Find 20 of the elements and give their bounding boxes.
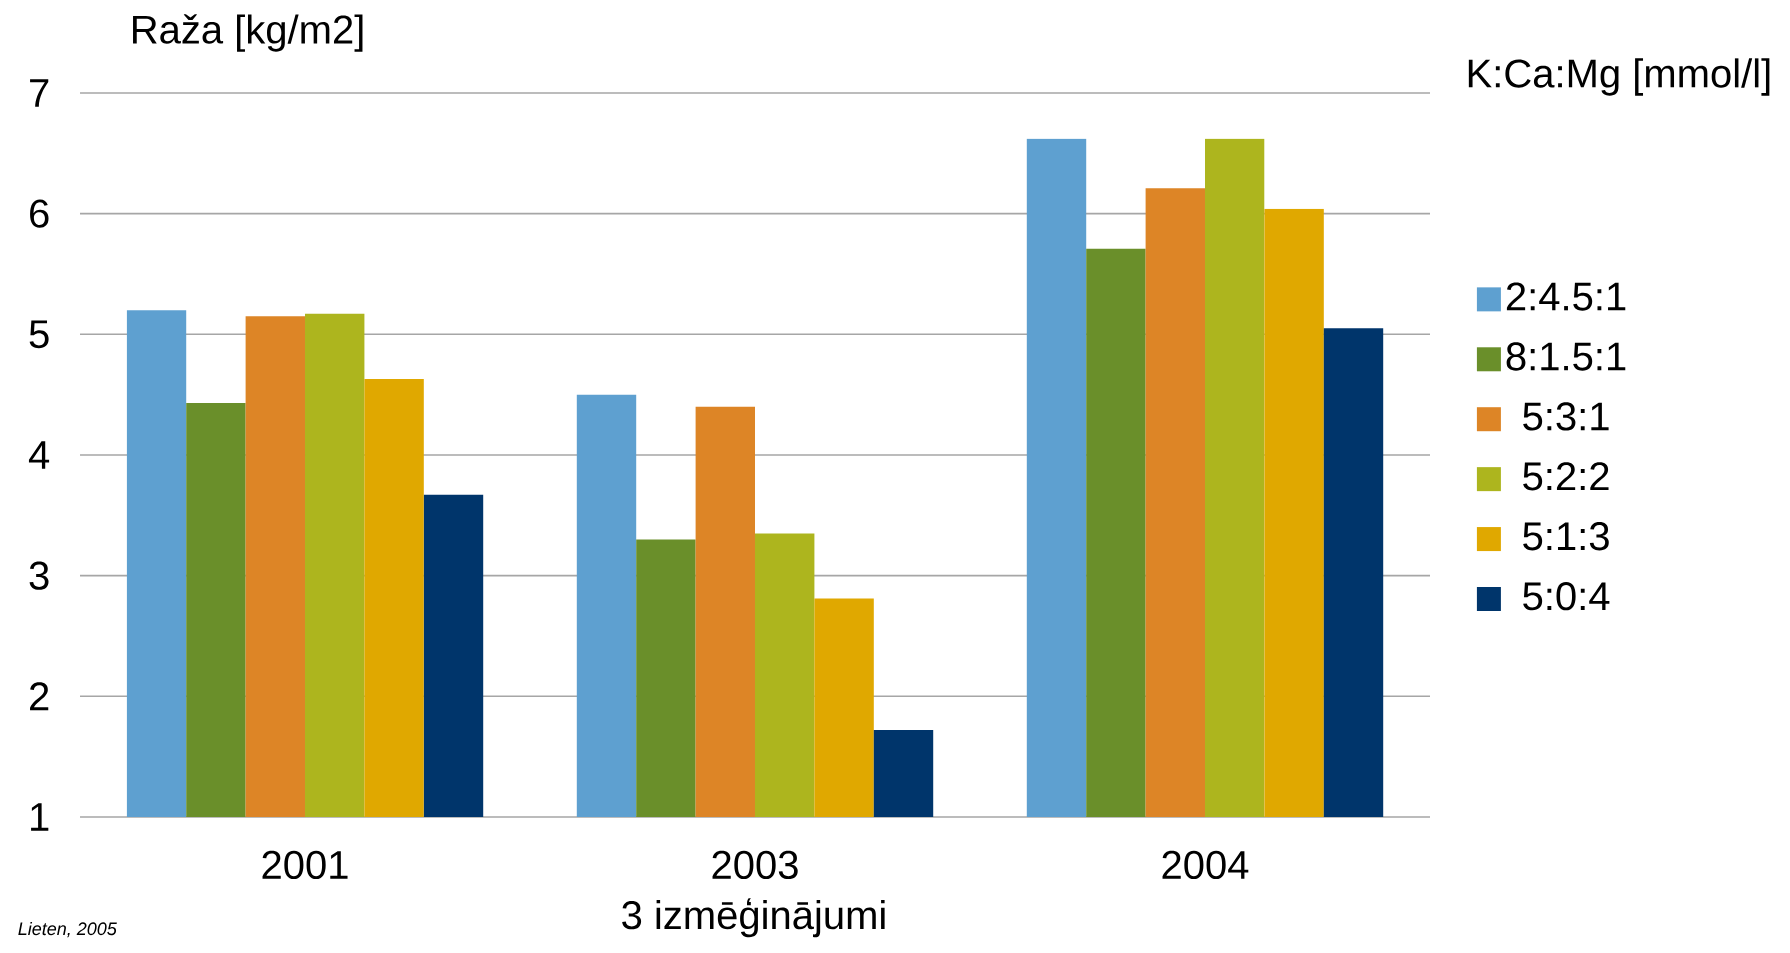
y-tick-label: 7 [30, 79, 49, 107]
x-axis-title: 3 izmēģinājumi [622, 898, 885, 938]
y-tick-label: 1 [31, 803, 49, 831]
legend-label: 8:1.5:1 [1506, 342, 1626, 371]
y-tick-label: 5 [29, 320, 49, 349]
text: Lieten, 2005 [18, 921, 117, 938]
legend-label: 5:3:1 [1523, 402, 1609, 431]
legend-title: K:Ca:Mg [mmol/l] [1468, 58, 1770, 96]
y-tick-label: 6 [30, 199, 49, 228]
y-tick-label: 3 [29, 561, 49, 590]
y-axis-title: Raža [kg/m2] [133, 14, 363, 52]
x-tick-label: 2003 [712, 850, 798, 880]
y-tick-label: 4 [28, 441, 50, 469]
legend-label: 5:0:4 [1523, 582, 1610, 611]
x-tick-label: 2004 [1162, 850, 1249, 880]
y-tick-label: 2 [30, 682, 49, 711]
x-tick-label: 2001 [262, 850, 348, 880]
legend-label: 2:4.5:1 [1506, 282, 1626, 311]
legend-label: 5:1:3 [1523, 522, 1609, 551]
legend-label: 5:2:2 [1523, 462, 1609, 491]
